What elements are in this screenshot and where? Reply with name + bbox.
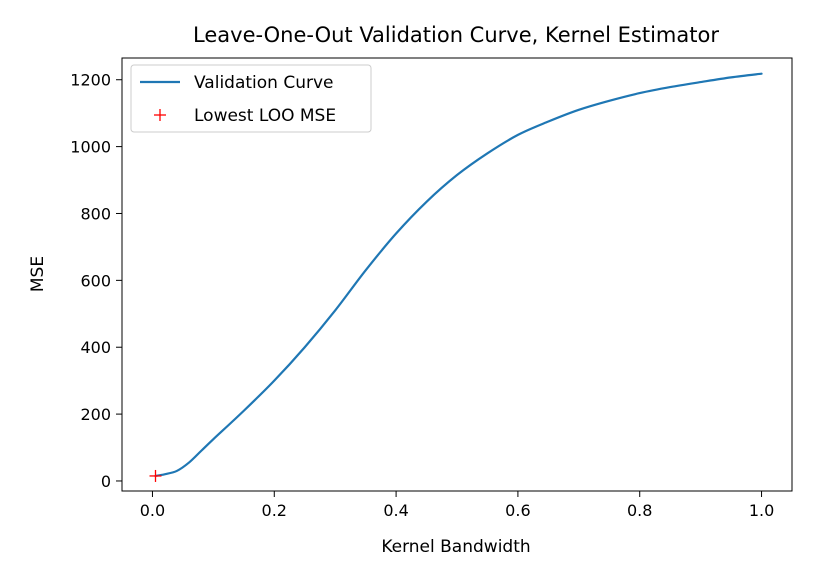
validation-curve-line [154,72,763,478]
chart-title: Leave-One-Out Validation Curve, Kernel E… [193,23,719,47]
series-layer [149,72,763,482]
y-tick-label: 1200 [70,71,111,90]
legend-validation-curve-label: Validation Curve [194,73,334,93]
x-tick-label: 0.4 [383,501,408,520]
x-tick-label: 1.0 [749,501,774,520]
y-tick-label: 1000 [70,138,111,157]
lowest-loo-mse-marker [149,469,162,482]
x-axis: 0.0 0.2 0.4 0.6 0.8 1.0 [140,491,774,520]
y-tick-label: 600 [80,271,111,290]
y-axis: 0 200 400 600 800 1000 1200 [70,71,122,491]
x-tick-label: 0.2 [262,501,287,520]
legend-lowest-loo-mse-marker [154,109,166,121]
x-tick-label: 0.0 [140,501,165,520]
y-tick-label: 200 [80,405,111,424]
y-tick-label: 0 [101,472,111,491]
y-axis-label: MSE [28,256,48,292]
x-tick-label: 0.6 [505,501,530,520]
y-tick-label: 400 [80,338,111,357]
legend-frame [130,64,372,133]
y-tick-label: 800 [80,204,111,223]
x-axis-label: Kernel Bandwidth [381,537,530,557]
legend-lowest-loo-mse-label: Lowest LOO MSE [194,106,336,126]
legend: Validation Curve Lowest LOO MSE [130,64,372,133]
plot-area [121,57,793,492]
x-tick-label: 0.8 [627,501,652,520]
